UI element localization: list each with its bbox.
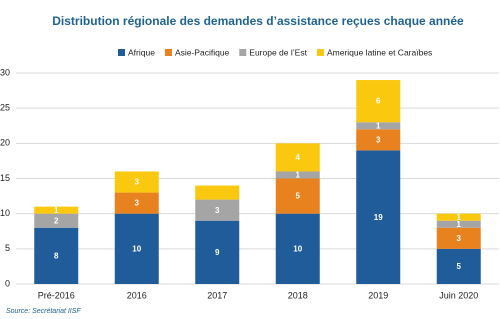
bar-segment: [275, 178, 320, 214]
bar-segment: [275, 171, 320, 179]
bar-segment: [356, 150, 401, 284]
bar-segment: [34, 227, 79, 284]
data-label: 10: [132, 244, 141, 253]
y-tick-label: 5: [5, 243, 10, 253]
bar-segment: [356, 129, 401, 151]
data-label: 5: [296, 192, 301, 201]
bar-segment: [34, 206, 79, 214]
data-label: 1: [296, 171, 301, 180]
data-label: 3: [135, 178, 140, 187]
data-label: 3: [135, 199, 140, 208]
data-label: 5: [457, 262, 462, 271]
y-tick-label: 25: [0, 103, 10, 113]
bar-segment: [114, 171, 159, 193]
data-label: 1: [457, 220, 462, 229]
legend-swatch: [118, 49, 125, 56]
legend-label: Afrique: [128, 47, 155, 57]
data-label: 2: [54, 216, 59, 225]
legend-label: Asie-Pacifique: [175, 47, 230, 57]
bar-segment: [436, 227, 481, 249]
x-tick-label: 2016: [127, 290, 147, 300]
y-tick-label: 15: [0, 173, 10, 183]
bar-segment: [195, 185, 240, 200]
bar-segment: [436, 220, 481, 228]
bar-segment: [195, 220, 240, 284]
data-label: 6: [376, 97, 381, 106]
bar-segment: [436, 248, 481, 284]
x-tick-label: 2018: [288, 290, 308, 300]
data-label: 19: [374, 213, 383, 222]
bar-segment: [275, 213, 320, 284]
source-note: Source: Secrétariat IISF: [6, 308, 81, 315]
legend-swatch: [316, 49, 324, 56]
bar-segment: [114, 192, 159, 214]
data-label: 3: [457, 234, 462, 243]
data-label: 3: [376, 135, 381, 144]
data-label: 8: [54, 251, 59, 260]
bar-segment: [436, 213, 481, 221]
data-label: 4: [296, 153, 301, 162]
data-label: 3: [215, 206, 220, 215]
legend-swatch: [164, 49, 172, 56]
x-tick-label: 2017: [207, 290, 227, 300]
legend-label: Europe de l’Est: [249, 47, 307, 57]
legend-swatch: [239, 49, 247, 56]
bar-segment: [356, 122, 401, 130]
y-tick-label: 0: [5, 278, 10, 288]
bar-segment: [275, 143, 320, 172]
bar-segment: [356, 80, 401, 123]
chart-title: Distribution régionale des demandes d’as…: [52, 14, 464, 28]
data-label: 1: [457, 213, 462, 222]
data-label: 1: [54, 206, 59, 215]
legend-label: Amerique latine et Caraïbes: [327, 47, 432, 57]
bar-segment: [34, 213, 79, 228]
bar-segment: [114, 213, 159, 284]
bar-segment: [195, 199, 240, 221]
data-label: 10: [293, 244, 302, 253]
x-tick-label: Juin 2020: [439, 290, 478, 300]
x-tick-label: 2019: [368, 290, 388, 300]
data-label: 9: [215, 248, 220, 257]
data-label: 1: [376, 121, 381, 130]
y-tick-label: 30: [0, 67, 10, 77]
x-tick-label: Pré-2016: [38, 290, 75, 300]
y-tick-label: 20: [0, 138, 10, 148]
y-tick-label: 10: [0, 208, 10, 218]
